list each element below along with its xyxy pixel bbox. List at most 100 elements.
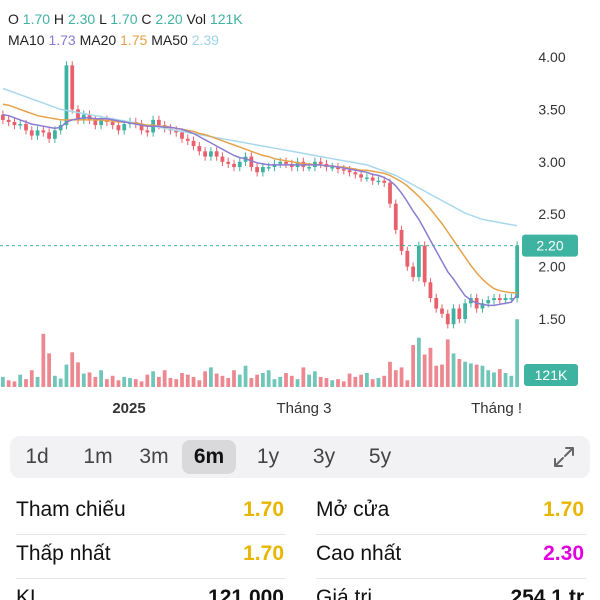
candle-body [451,308,456,325]
volume-bar [237,374,242,387]
divider [316,578,586,579]
volume-bar [336,379,340,387]
volume-bar [168,378,173,387]
volume-bar [209,367,213,387]
candle-body [434,298,439,309]
candle-body [330,167,335,169]
volume-bar [203,371,207,387]
volume-bar [417,337,421,387]
expand-icon[interactable] [552,445,576,469]
candle-body [18,124,23,126]
volume-bar [151,371,155,387]
volume-bar [330,380,335,387]
vol-label: Vol [186,11,207,27]
candle-body [64,65,69,126]
candle-body [266,167,271,169]
volume-bar [99,370,103,387]
candle-body [226,161,231,164]
candle-body [76,109,80,120]
candle-body [411,266,415,278]
volume-bar [509,375,514,387]
volume-bar [318,376,323,387]
timeframe-1m[interactable]: 1m [83,445,113,468]
price-chart[interactable]: 2.20 4.00 3.50 3.00 2.50 2.00 1.50 121K 2025 Thán… [0,0,600,430]
volume-bar [128,378,132,387]
volume-bar [393,370,398,387]
ma10-value: 1.73 [48,32,76,48]
volume-bar [64,364,69,387]
y-tick-label: 3.50 [538,101,565,117]
volume-label: KL [16,586,42,600]
high-label: H [53,11,65,27]
volume-bar [469,363,473,387]
candle-body [347,170,352,173]
candle-body [145,130,150,133]
volume-bar [295,379,300,387]
volume-bar [365,373,369,387]
volume-bar [87,372,92,387]
volume-bar [324,378,329,387]
low-price-label: Thấp nhất [16,542,111,565]
volume-bar [249,378,254,387]
candle-body [24,124,28,131]
timeframe-1y[interactable]: 1y [256,445,280,468]
candle-body [47,132,51,139]
reference-label: Tham chiếu [16,498,126,521]
volume-badge [524,364,578,386]
candle-body [284,161,288,164]
volume-bar [434,365,439,387]
candle-body [515,245,519,299]
volume-bar [278,376,283,387]
y-tick-label: 4.00 [538,49,565,65]
candle-body [336,167,340,170]
x-tick-label: 2025 [112,400,145,417]
open-price-label: Mở cửa [316,498,390,521]
volume-bar [445,339,450,387]
candle-body [393,203,398,230]
divider [16,534,286,535]
y-tick-label: 2.00 [538,259,565,275]
ma20-value: 1.75 [120,32,148,48]
open-label: O [8,11,19,27]
high-price-value: 2.30 [543,542,584,565]
ohlc-readout: O 1.70 H 2.30 L 1.70 C 2.20 Vol 121K [8,11,243,27]
volume-bar [255,374,259,387]
timeframe-3m[interactable]: 3m [139,445,169,468]
volume-bar [133,379,138,387]
volume-bar [474,364,479,387]
candle-body [249,156,254,168]
high-price-label: Cao nhất [316,542,402,565]
volume-bar [220,375,225,387]
volume-bar [24,379,28,387]
volume-bar [6,380,11,387]
volume-bar [76,362,80,387]
volume-bar [376,378,381,387]
volume-bar [110,375,115,387]
timeframe-selector: 1d 1m 3m 6m 1y 3y 5y [10,436,590,478]
volume-bar [1,376,5,387]
candle-body [399,229,404,251]
volume-bar [457,359,462,387]
volume-bar [162,370,167,387]
volume-bar [157,376,161,387]
volume-bar [480,365,485,387]
low-value: 1.70 [110,11,138,27]
candle-body [503,298,508,301]
ma50-line [2,87,518,227]
timeframe-1d[interactable]: 1d [25,445,49,468]
open-price-value: 1.70 [543,498,584,521]
timeframe-6m[interactable]: 6m [182,440,236,474]
volume-bar [301,367,306,387]
candle-body [203,151,207,157]
candle-body [12,121,17,126]
volume-bar [243,365,248,387]
candle-body [180,132,184,139]
candle-body [99,119,103,126]
y-tick-label: 1.50 [538,311,565,327]
timeframe-3y[interactable]: 3y [312,445,336,468]
volume-bar [47,353,51,387]
timeframe-5y[interactable]: 5y [368,445,392,468]
volume-bar [81,373,86,387]
candle-body [35,130,40,136]
volume-bar [261,373,265,387]
